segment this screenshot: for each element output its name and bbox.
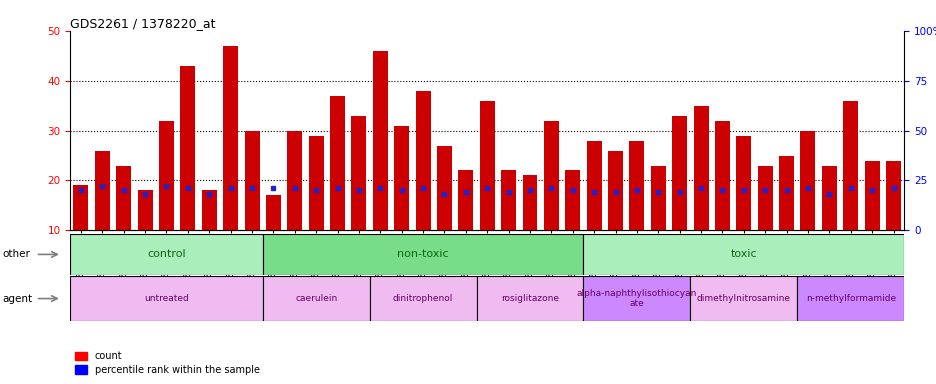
Bar [607,151,622,230]
Bar [476,276,583,321]
Text: untreated: untreated [144,294,189,303]
Bar [116,166,131,230]
Bar [369,276,476,321]
Bar [586,141,601,230]
Bar [262,276,369,321]
Bar [95,151,110,230]
Bar [564,170,579,230]
Text: non-toxic: non-toxic [397,249,448,260]
Bar [651,166,665,230]
Bar [757,166,772,230]
Bar [479,101,494,230]
Bar [138,190,153,230]
Bar [244,131,259,230]
Bar [583,234,903,275]
Bar [799,131,814,230]
Bar [736,136,751,230]
Bar [308,136,323,230]
Bar [329,96,344,230]
Bar [394,126,409,230]
Bar [73,185,88,230]
Text: other: other [3,249,31,260]
Bar [690,276,797,321]
Text: control: control [147,249,185,260]
Bar [543,121,558,230]
Bar [181,66,195,230]
Text: GDS2261 / 1378220_at: GDS2261 / 1378220_at [70,17,215,30]
Bar [864,161,879,230]
Bar [693,106,708,230]
Bar [797,276,903,321]
Bar [821,166,836,230]
Bar [501,170,516,230]
Text: toxic: toxic [730,249,756,260]
Bar [266,195,281,230]
Text: dimethylnitrosamine: dimethylnitrosamine [696,294,790,303]
Text: dinitrophenol: dinitrophenol [392,294,453,303]
Text: alpha-naphthylisothiocyan
ate: alpha-naphthylisothiocyan ate [577,289,696,308]
Bar [373,51,388,230]
Bar [201,190,216,230]
Bar [287,131,302,230]
Bar [159,121,174,230]
Bar [416,91,431,230]
Bar [778,156,793,230]
Bar [714,121,729,230]
Bar [223,46,238,230]
Bar [351,116,366,230]
Text: caerulein: caerulein [295,294,337,303]
Bar [70,276,262,321]
Text: n-methylformamide: n-methylformamide [805,294,895,303]
Bar [885,161,900,230]
Text: rosiglitazone: rosiglitazone [501,294,559,303]
Text: agent: agent [3,293,33,304]
Legend: count, percentile rank within the sample: count, percentile rank within the sample [75,351,259,375]
Bar [671,116,686,230]
Bar [262,234,583,275]
Bar [70,234,262,275]
Bar [436,146,451,230]
Bar [842,101,857,230]
Bar [522,175,537,230]
Bar [629,141,644,230]
Bar [458,170,473,230]
Bar [583,276,690,321]
